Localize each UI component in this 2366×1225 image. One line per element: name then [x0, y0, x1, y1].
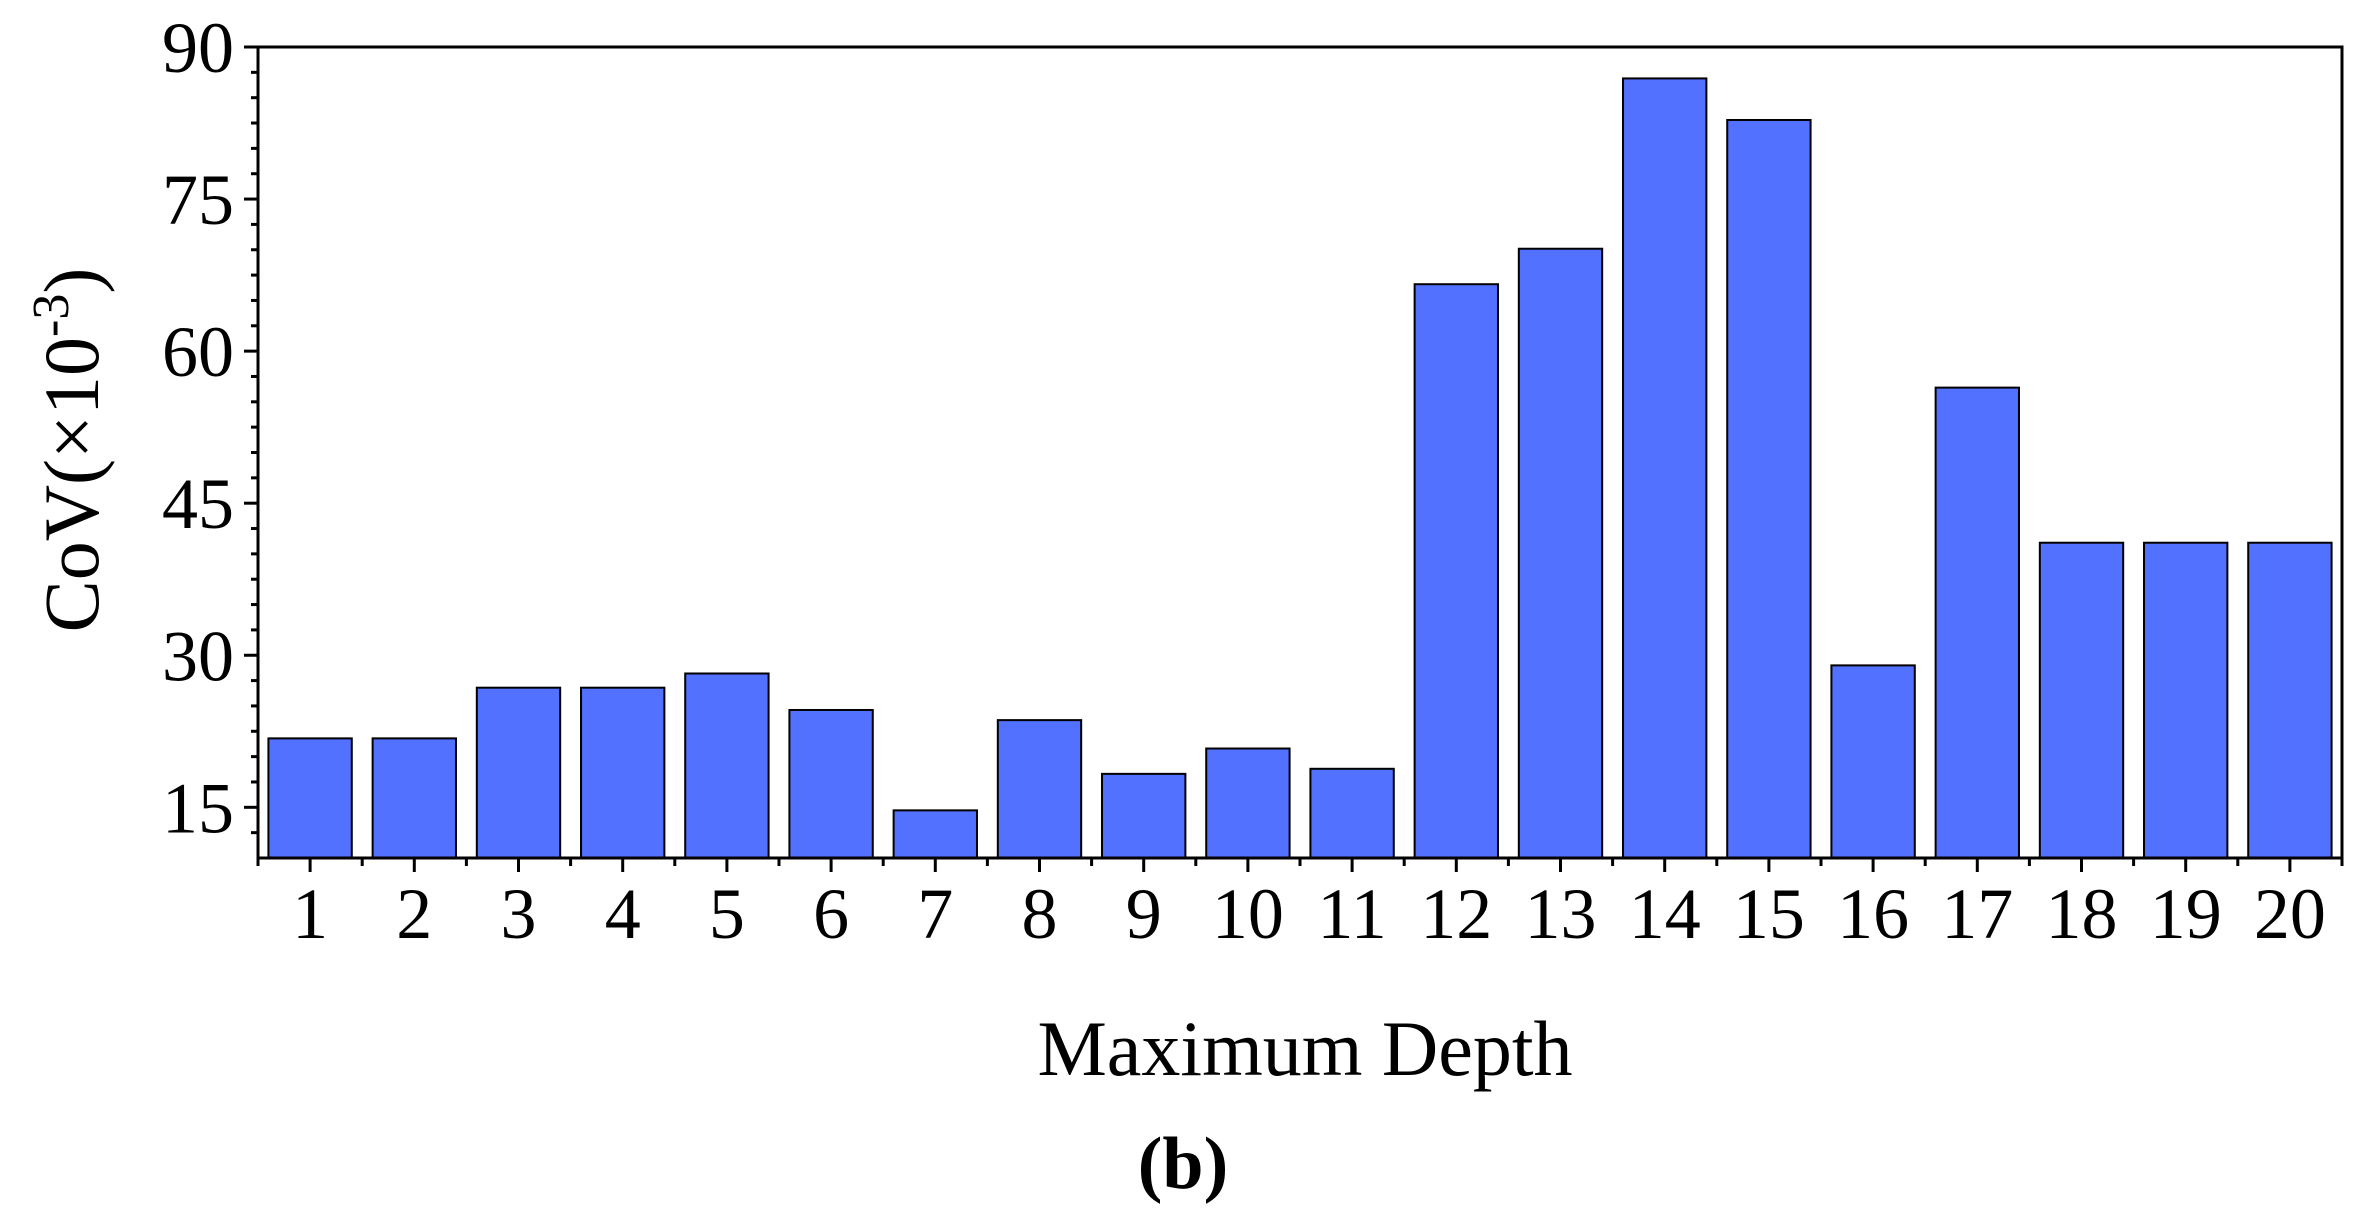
bar-2 [371, 737, 457, 859]
x-tick-label-18: 18 [2046, 874, 2118, 954]
x-tick-label-7: 7 [917, 874, 953, 954]
bar-20 [2247, 541, 2333, 859]
y-tick-label-15: 15 [162, 768, 234, 848]
bar-13 [1517, 247, 1604, 859]
bar-4 [580, 686, 666, 859]
x-tick-label-14: 14 [1629, 874, 1701, 954]
x-tick-label-5: 5 [709, 874, 745, 954]
y-tick-label-90: 90 [162, 8, 234, 88]
bar-15 [1726, 118, 1812, 860]
x-tick-label-19: 19 [2150, 874, 2222, 954]
bar-5 [684, 672, 770, 859]
bar-17 [1934, 386, 2020, 859]
bar-1 [267, 737, 353, 859]
y-axis-title-exponent: -3 [23, 294, 80, 337]
x-tick-label-4: 4 [605, 874, 641, 954]
bar-6 [788, 708, 874, 859]
y-tick-label-30: 30 [162, 616, 234, 696]
x-tick-label-2: 2 [396, 874, 432, 954]
x-tick-label-3: 3 [501, 874, 537, 954]
x-tick-label-9: 9 [1126, 874, 1162, 954]
bar-18 [2038, 541, 2125, 859]
x-tick-label-1: 1 [292, 874, 328, 954]
x-tick-label-8: 8 [1022, 874, 1058, 954]
bar-8 [996, 719, 1083, 859]
x-tick-label-11: 11 [1317, 874, 1386, 954]
bar-16 [1830, 664, 1916, 860]
y-axis-title-close: ) [28, 268, 115, 294]
x-tick-label-13: 13 [1525, 874, 1597, 954]
bar-12 [1413, 283, 1499, 859]
y-axis-title: CoV(×10-3) [23, 268, 115, 633]
x-tick-label-6: 6 [813, 874, 849, 954]
bar-3 [475, 686, 562, 859]
y-tick-label-75: 75 [162, 160, 234, 240]
ticks-group [244, 45, 2344, 872]
x-tick-label-15: 15 [1733, 874, 1805, 954]
bars-group [267, 77, 2333, 860]
bar-11 [1309, 767, 1395, 859]
panel-label: (b) [1138, 1123, 1228, 1205]
bar-14 [1622, 77, 1708, 859]
x-axis-title: Maximum Depth [1037, 1005, 1572, 1092]
y-axis-title-main: CoV(×10 [28, 337, 115, 632]
y-tick-label-60: 60 [162, 312, 234, 392]
bar-7 [892, 809, 978, 860]
y-tick-label-45: 45 [162, 464, 234, 544]
x-tick-label-12: 12 [1420, 874, 1492, 954]
x-tick-label-16: 16 [1837, 874, 1909, 954]
bar-10 [1205, 747, 1291, 860]
bar-19 [2143, 541, 2229, 859]
bar-9 [1101, 772, 1187, 860]
plot-frame [256, 45, 2344, 860]
x-tick-label-10: 10 [1212, 874, 1284, 954]
x-tick-label-17: 17 [1941, 874, 2013, 954]
x-tick-label-20: 20 [2254, 874, 2326, 954]
tick-labels-group: 1 2 3 4 5 6 7 8 9 10 11 12 13 14 15 16 17 18 19 20153045607… [162, 8, 2326, 954]
